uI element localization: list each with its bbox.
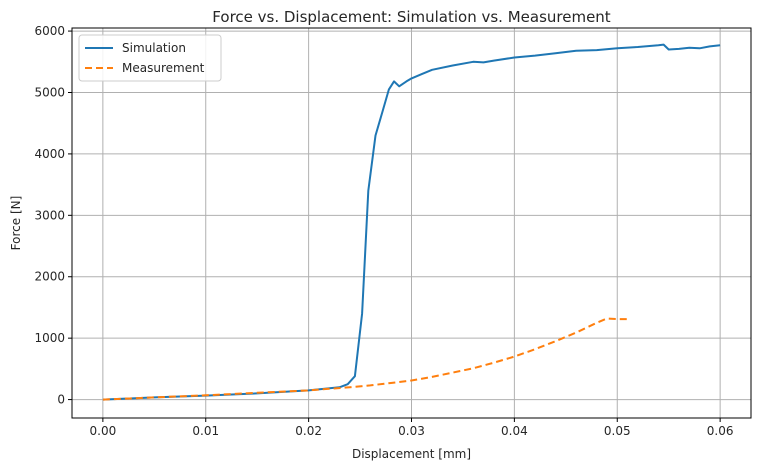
series-line-measurement (102, 317, 628, 401)
y-axis-label: Force [N] (9, 196, 23, 251)
x-tick-label: 0.01 (192, 424, 219, 438)
series-layer (102, 43, 721, 401)
legend: Simulation Measurement (78, 34, 222, 82)
x-tick-label: 0.06 (707, 424, 734, 438)
legend-label-simulation: Simulation (122, 41, 186, 55)
grid (72, 28, 751, 418)
y-tick-label: 3000 (34, 208, 65, 222)
y-tick-label: 6000 (34, 24, 65, 38)
legend-box (78, 34, 222, 82)
y-tick-label: 1000 (34, 331, 65, 345)
legend-label-measurement: Measurement (122, 61, 205, 75)
x-tick-label: 0.04 (501, 424, 528, 438)
x-axis-label: Displacement [mm] (352, 447, 471, 461)
y-tick-label: 0 (57, 393, 65, 407)
chart-title: Force vs. Displacement: Simulation vs. M… (212, 8, 611, 26)
y-tick-label: 2000 (34, 270, 65, 284)
series-line-simulation (102, 43, 721, 401)
y-tick-label: 5000 (34, 85, 65, 99)
y-tick-label: 4000 (34, 147, 65, 161)
x-tick-label: 0.03 (398, 424, 425, 438)
x-tick-label: 0.00 (90, 424, 117, 438)
x-tick-label: 0.02 (295, 424, 322, 438)
axis-ticks: 0.00 0.01 0.02 0.03 0.04 0.05 0.06 0 1000 2000 300… (34, 24, 733, 438)
x-tick-label: 0.05 (604, 424, 631, 438)
